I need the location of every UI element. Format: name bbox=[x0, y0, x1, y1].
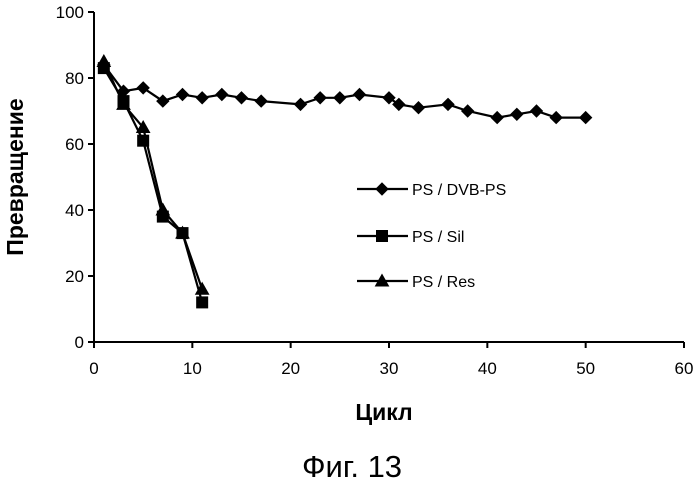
data-point-diamond bbox=[177, 89, 189, 101]
x-tick-label: 20 bbox=[281, 359, 300, 378]
legend-marker-diamond bbox=[376, 183, 388, 195]
x-tick-label: 30 bbox=[380, 359, 399, 378]
legend-entry: PS / Sil bbox=[357, 229, 464, 246]
data-point-diamond bbox=[137, 82, 149, 94]
data-point-diamond bbox=[511, 108, 523, 120]
legend-entry: PS / Res bbox=[357, 274, 475, 291]
data-point-diamond bbox=[255, 95, 267, 107]
y-tick-label: 20 bbox=[65, 267, 84, 286]
x-tick-label: 50 bbox=[576, 359, 595, 378]
x-tick-label: 40 bbox=[478, 359, 497, 378]
data-point-diamond bbox=[462, 105, 474, 117]
data-point-diamond bbox=[442, 98, 454, 110]
data-point-triangle bbox=[97, 55, 110, 67]
data-point-diamond bbox=[216, 89, 228, 101]
data-point-diamond bbox=[491, 112, 503, 124]
y-tick-label: 0 bbox=[75, 333, 84, 352]
legend-entry: PS / DVB-PS bbox=[357, 182, 506, 199]
data-point-diamond bbox=[531, 105, 543, 117]
legend-label: PS / DVB-PS bbox=[412, 182, 506, 199]
x-axis-title: Цикл bbox=[355, 399, 412, 425]
y-tick-label: 80 bbox=[65, 69, 84, 88]
y-tick-label: 60 bbox=[65, 135, 84, 154]
figure-caption: Фиг. 13 bbox=[302, 449, 402, 484]
y-tick-label: 40 bbox=[65, 201, 84, 220]
data-point-diamond bbox=[196, 92, 208, 104]
y-axis-title: Превращение bbox=[2, 98, 28, 255]
data-point-diamond bbox=[383, 92, 395, 104]
data-point-diamond bbox=[413, 102, 425, 114]
y-ticks: 0 20 40 60 80 100 bbox=[56, 3, 94, 352]
data-point-diamond bbox=[580, 112, 592, 124]
x-tick-label: 0 bbox=[89, 359, 98, 378]
legend-label: PS / Res bbox=[412, 274, 475, 291]
data-point-square bbox=[197, 297, 208, 308]
data-point-triangle bbox=[156, 204, 169, 216]
series-layer bbox=[97, 55, 591, 308]
data-point-diamond bbox=[314, 92, 326, 104]
y-tick-label: 100 bbox=[56, 3, 84, 22]
x-ticks: 0 10 20 30 40 50 60 bbox=[89, 342, 693, 378]
series-diamond bbox=[98, 59, 592, 124]
data-point-diamond bbox=[393, 98, 405, 110]
x-tick-label: 10 bbox=[183, 359, 202, 378]
legend-label: PS / Sil bbox=[412, 229, 464, 246]
legend-marker-square bbox=[377, 231, 388, 242]
data-point-diamond bbox=[295, 98, 307, 110]
figure: 0 20 40 60 80 100 0 10 20 30 40 50 60 Превращение Ц… bbox=[0, 0, 699, 485]
plot-area: 0 20 40 60 80 100 0 10 20 30 40 50 60 bbox=[56, 3, 694, 378]
data-point-diamond bbox=[550, 112, 562, 124]
series-square bbox=[98, 63, 207, 308]
data-point-diamond bbox=[354, 89, 366, 101]
legend: PS / DVB-PS PS / Sil PS / Res bbox=[357, 182, 506, 291]
series-line bbox=[104, 65, 586, 118]
x-tick-label: 60 bbox=[675, 359, 694, 378]
data-point-diamond bbox=[334, 92, 346, 104]
data-point-diamond bbox=[157, 95, 169, 107]
data-point-diamond bbox=[236, 92, 248, 104]
